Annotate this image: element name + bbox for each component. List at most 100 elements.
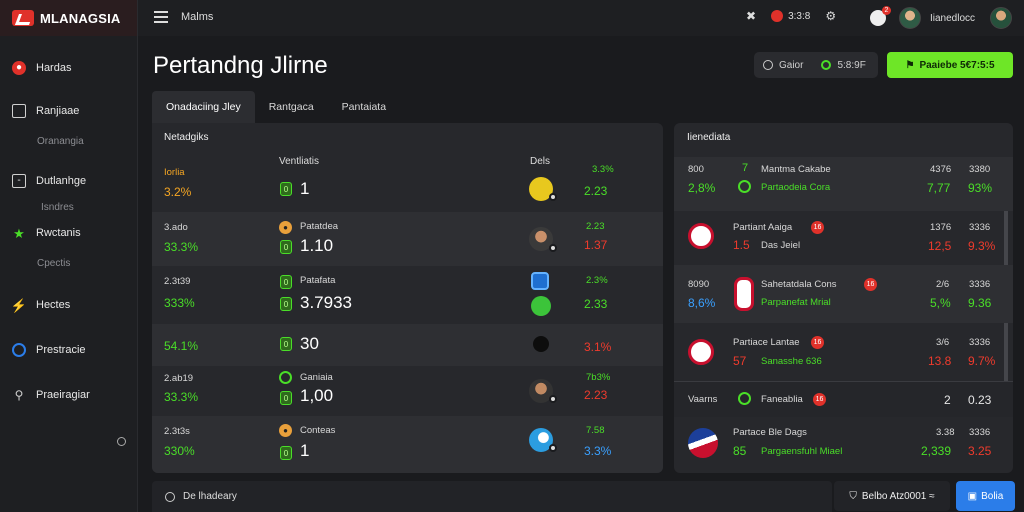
gamepad-icon[interactable]: ⚙ <box>825 9 837 23</box>
item-value-top: 3336 <box>969 222 991 233</box>
list-item[interactable]: 800 2,8% 7 Mantma Cakabe Partaodeia Cora… <box>674 157 1013 211</box>
list-item[interactable]: Partace Ble Dags 85 Pargaensfuhl Miael 3… <box>674 417 1013 473</box>
item-value[interactable]: 2,339 <box>921 444 952 458</box>
topbar-stat: 3:3:8 <box>788 10 811 22</box>
odds-value[interactable]: 3.3% <box>584 444 612 458</box>
tab-pantaiata[interactable]: Pantaiata <box>341 101 387 113</box>
row-value: 3.7933 <box>300 293 352 312</box>
sidebar-subitem-oranangia[interactable]: Oranangia <box>37 136 84 147</box>
item-value[interactable]: 9.3% <box>968 239 996 253</box>
avatar[interactable] <box>899 7 921 29</box>
row-label: 2.ab19 <box>164 373 194 384</box>
hamburger-menu-icon[interactable] <box>154 11 168 23</box>
odds-value[interactable]: 3.1% <box>584 340 612 354</box>
team-name: Partace Ble Dags <box>733 427 807 438</box>
sidebar-subitem-cpectis[interactable]: Cpectis <box>37 258 71 269</box>
item-value[interactable]: 2 <box>944 393 951 407</box>
sidebar: MLANAGSIA ● Hardas Ranjiaae Oranangia - … <box>0 0 138 512</box>
tab-onadaciing[interactable]: Onadaciing Jley <box>152 91 255 123</box>
row-percent: 3.2% <box>164 185 192 199</box>
item-value[interactable]: 9.36 <box>968 296 992 310</box>
team-shield-icon <box>734 277 754 311</box>
table-row[interactable]: 2.3t39 333% 0 Patafata 0 3.7933 2.3% 2.3… <box>152 266 663 324</box>
list-item[interactable]: Vaarns Faneablia 16 2 0.23 <box>674 381 1013 417</box>
item-value[interactable]: 0.23 <box>968 393 992 407</box>
item-value[interactable]: 9.7% <box>968 354 996 368</box>
notification-icon[interactable]: 2 <box>870 6 891 26</box>
table-row[interactable]: 2.ab19 33.3% Ganiaia 0 1,00 7b3% 2.23 <box>152 366 663 416</box>
red-badge: 16 <box>864 278 877 291</box>
item-stat: 85 <box>733 444 747 458</box>
green-tag-icon: 0 <box>280 275 292 289</box>
item-meta: 800 <box>688 164 704 175</box>
row-percent: 333% <box>164 296 195 310</box>
list-item[interactable]: 8090 8,6% Sahetatdala Cons 16 Parpanefat… <box>674 265 1013 323</box>
brand-logo-icon <box>12 10 34 26</box>
row-value: 30 <box>300 334 319 353</box>
bottom-search[interactable]: De lhadeary <box>152 481 832 512</box>
brand[interactable]: MLANAGSIA <box>0 0 137 36</box>
username[interactable]: Iianedlocc <box>930 12 976 24</box>
odds-value[interactable]: 2.23 <box>584 184 608 198</box>
team-name: Mantma Cakabe <box>761 164 831 175</box>
green-tag-icon: 0 <box>280 391 292 405</box>
page-title: Pertandng Jlirne <box>153 52 328 79</box>
sidebar-item-rwctanis[interactable]: ★ Rwctanis <box>12 225 80 241</box>
primary-action-button[interactable]: ⚑ Paaiebe 5€7:5:5 <box>887 52 1013 78</box>
table-row[interactable]: 2.3t3s 330% ● Conteas 0 1 7.58 3.3% <box>152 416 663 473</box>
status-dot-icon <box>549 244 557 252</box>
item-value-top: 3336 <box>969 337 991 348</box>
live-panel: Iienediata 800 2,8% 7 Mantma Cakabe Part… <box>674 123 1013 473</box>
green-tag-icon: 0 <box>280 182 292 196</box>
sidebar-item-hardas[interactable]: ● Hardas <box>12 61 71 75</box>
star-icon: ★ <box>13 225 25 241</box>
sidebar-item-prestracie[interactable]: Prestracie <box>12 343 86 357</box>
team-subname: Parpanefat Mrial <box>761 297 831 308</box>
green-ball-icon <box>531 296 551 316</box>
table-row[interactable]: 3.ado 33.3% ● Patatdea 0 1.10 2.23 1.37 <box>152 212 663 266</box>
item-value[interactable]: 93% <box>968 181 993 195</box>
item-value[interactable]: 13.8 <box>928 354 952 368</box>
team-name: Faneablia <box>761 394 803 405</box>
sidebar-item-dutlanhge[interactable]: - Dutlanhge <box>12 174 86 188</box>
team-name: Partiace Lantae <box>733 337 800 348</box>
odds-value[interactable]: 2.33 <box>584 297 608 311</box>
table-row[interactable]: Iorlia 3.2% 0 1 3.3% 2.23 <box>152 159 663 211</box>
item-value[interactable]: 5,% <box>930 296 951 310</box>
item-value-top: 3380 <box>969 164 991 175</box>
sidebar-item-label: Dutlanhge <box>36 175 87 187</box>
profile-avatar[interactable] <box>990 7 1013 29</box>
tab-rantgaca[interactable]: Rantgaca <box>268 101 314 113</box>
tools-icon[interactable]: ✖ <box>746 9 757 23</box>
table-row[interactable]: 54.1% 0 30 3.1% <box>152 324 663 366</box>
red-circle-icon: ● <box>12 61 26 75</box>
odds-top: 2.23 <box>586 221 605 232</box>
sidebar-item-hectes[interactable]: ⚡ Hectes <box>11 298 70 312</box>
item-value[interactable]: 3.25 <box>968 444 992 458</box>
item-value-top: 4376 <box>930 164 952 175</box>
brand-name: MLANAGSIA <box>40 10 121 26</box>
row-label: 3.ado <box>164 222 188 233</box>
item-stat: 57 <box>733 354 747 368</box>
search-icon <box>763 60 773 70</box>
filter-pill[interactable]: Gaior 5:8:9F <box>754 52 878 78</box>
row-value: 1.10 <box>300 236 334 255</box>
submit-label: Bolia <box>981 490 1004 502</box>
info-pill[interactable]: ⛉ Belbo Atz0001 ≈ <box>834 481 950 511</box>
odds-value[interactable]: 1.37 <box>584 238 608 252</box>
item-value[interactable]: 7,77 <box>927 181 951 195</box>
list-item[interactable]: Partiant Aaiga 16 1.5 Das Jeiel 1376 12,… <box>674 211 1013 265</box>
collapse-toggle-icon[interactable] <box>117 437 126 446</box>
row-percent: 54.1% <box>164 339 199 353</box>
odds-value[interactable]: 2.23 <box>584 388 608 402</box>
item-value[interactable]: 12,5 <box>928 239 952 253</box>
search-icon <box>165 491 175 502</box>
sidebar-item-ranjiaae[interactable]: Ranjiaae <box>12 104 79 118</box>
item-stat: 2,8% <box>688 181 716 195</box>
submit-button[interactable]: ▣ Bolia <box>956 481 1015 511</box>
item-stat: 8,6% <box>688 296 716 310</box>
live-record-icon[interactable] <box>771 10 784 22</box>
sidebar-item-praeiragiar[interactable]: ⚲ Praeiragiar <box>12 388 90 402</box>
sidebar-subitem-isndres[interactable]: Isndres <box>41 202 74 213</box>
list-item[interactable]: Partiace Lantae 16 57 Sanasshe 636 3/6 1… <box>674 323 1013 381</box>
